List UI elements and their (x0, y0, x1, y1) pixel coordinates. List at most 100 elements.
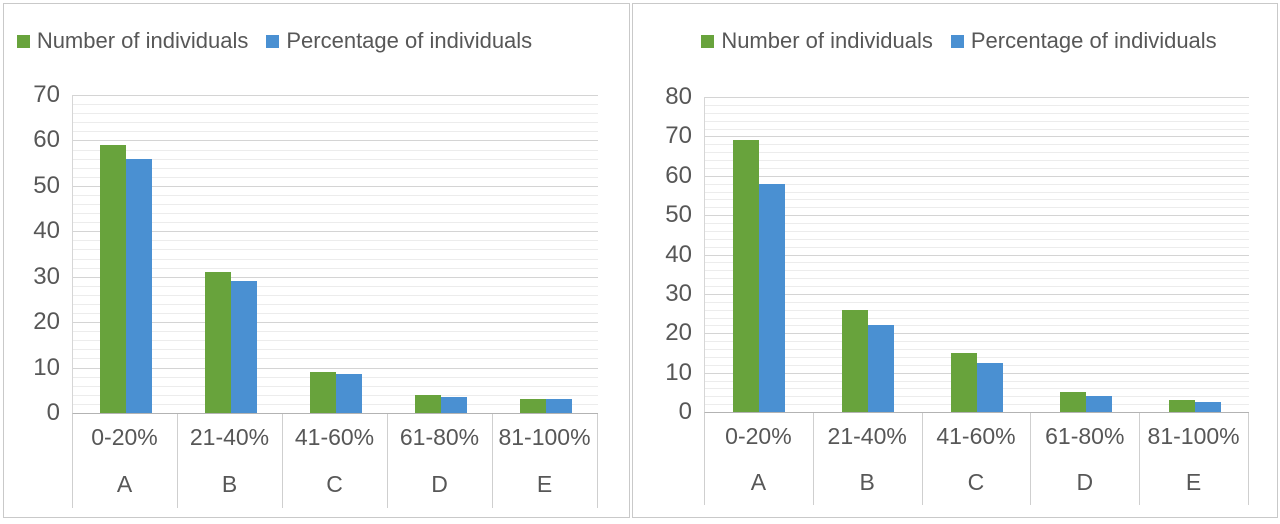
category-separator (597, 414, 598, 508)
gridline-minor (73, 167, 598, 169)
gridline-minor (705, 246, 1249, 248)
gridline-major (705, 215, 1249, 217)
y-axis-tick-label: 0 (46, 399, 60, 426)
gridline-minor (705, 238, 1249, 240)
bar-percentage-of-individuals (440, 397, 467, 413)
legend-item: Percentage of individuals (950, 28, 1217, 54)
gridline-minor (73, 331, 598, 333)
bar-percentage-of-individuals (545, 399, 572, 413)
gridline-minor (73, 340, 598, 342)
gridline-major (73, 276, 598, 278)
gridline-minor (73, 294, 598, 296)
gridline-minor (705, 128, 1249, 130)
gridline-minor (705, 349, 1249, 350)
bar-number-of-individuals (99, 144, 126, 413)
chart-panel-right: Number of individuals Percentage of indiv… (632, 3, 1278, 518)
gridline-minor (73, 303, 598, 305)
bar-percentage-of-individuals (868, 325, 895, 412)
gridline-major (73, 231, 598, 233)
legend-label: Number of individuals (721, 28, 933, 53)
category-separator (492, 414, 493, 508)
legend-label: Number of individuals (36, 28, 249, 53)
gridline-minor (73, 204, 598, 206)
plot-area (72, 95, 598, 414)
y-axis-tick-label: 80 (665, 83, 692, 110)
gridline-minor (705, 104, 1249, 106)
gridline-minor (705, 278, 1249, 280)
gridline-minor (73, 149, 598, 151)
category-separator (387, 414, 388, 508)
gridline-major (705, 333, 1249, 335)
legend: Number of individuals Percentage of indiv… (637, 28, 1280, 54)
legend: Number of individuals Percentage of indiv… (0, 28, 587, 54)
gridline-minor (73, 113, 598, 115)
category-range-label: 61-80% (1045, 422, 1125, 449)
gridline-minor (73, 267, 598, 269)
gridline-major (73, 322, 598, 324)
category-letter-label: A (116, 471, 133, 497)
gridline-minor (705, 356, 1249, 358)
gridline-major (73, 95, 598, 96)
bar-number-of-individuals (204, 272, 231, 413)
bar-percentage-of-individuals (1085, 396, 1112, 412)
legend-swatch-percentage-icon (266, 34, 280, 48)
category-range-label: 61-80% (399, 424, 480, 450)
gridline-minor (705, 120, 1249, 122)
category-letter-label: C (967, 468, 985, 495)
y-axis-tick-label: 30 (33, 262, 60, 290)
gridline-minor (73, 122, 598, 124)
category-letter-label: E (536, 471, 553, 497)
category-range-label: 41-60% (936, 422, 1016, 449)
gridline-minor (705, 144, 1249, 146)
y-axis-tick-label: 60 (665, 161, 692, 189)
y-axis-tick-label: 10 (33, 353, 60, 381)
gridline-minor (705, 223, 1249, 224)
bar-number-of-individuals (519, 399, 546, 413)
gridline-minor (705, 230, 1249, 232)
gridline-minor (73, 158, 598, 160)
category-letter-label: C (326, 471, 343, 497)
category-range-label: 81-100% (1147, 422, 1240, 449)
legend-item: Number of individuals (701, 28, 933, 54)
gridline-minor (705, 112, 1249, 114)
y-axis-tick-label: 50 (665, 201, 692, 229)
gridline-minor (73, 285, 598, 287)
category-letter-label: B (859, 468, 875, 495)
gridline-minor (73, 131, 598, 133)
y-axis-tick-label: 40 (33, 217, 60, 245)
gridline-minor (705, 325, 1249, 327)
bar-number-of-individuals (1059, 392, 1086, 412)
gridline-minor (705, 262, 1249, 264)
category-separator (282, 414, 283, 508)
gridline-minor (705, 183, 1249, 185)
gridline-minor (73, 349, 598, 351)
gridline-minor (705, 286, 1249, 287)
gridline-minor (705, 317, 1249, 319)
gridline-minor (73, 258, 598, 260)
gridline-minor (705, 167, 1249, 169)
gridline-minor (73, 249, 598, 251)
bar-number-of-individuals (733, 140, 760, 412)
gridline-major (705, 175, 1249, 177)
gridline-major (705, 97, 1249, 98)
category-separator (812, 413, 814, 505)
category-range-label: 21-40% (827, 422, 907, 449)
legend-label: Percentage of individuals (970, 28, 1217, 53)
chart-panel-left: Number of individuals Percentage of indiv… (3, 3, 630, 518)
y-axis-tick-label: 10 (665, 358, 692, 386)
y-axis-tick-label: 30 (665, 279, 692, 307)
legend-label: Percentage of individuals (286, 28, 533, 53)
category-range-label: 41-60% (294, 424, 375, 450)
gridline-minor (73, 240, 598, 242)
category-separator (921, 413, 923, 505)
gridline-minor (705, 301, 1249, 303)
gridline-minor (705, 160, 1249, 161)
legend-swatch-number-icon (16, 34, 30, 48)
category-range-label: 0-20% (91, 424, 158, 450)
category-separator (72, 414, 73, 508)
category-letter-label: D (431, 471, 448, 497)
gridline-minor (73, 222, 598, 224)
category-range-label: 21-40% (189, 424, 270, 450)
category-range-label: 0-20% (725, 422, 792, 449)
bar-percentage-of-individuals (977, 362, 1003, 412)
